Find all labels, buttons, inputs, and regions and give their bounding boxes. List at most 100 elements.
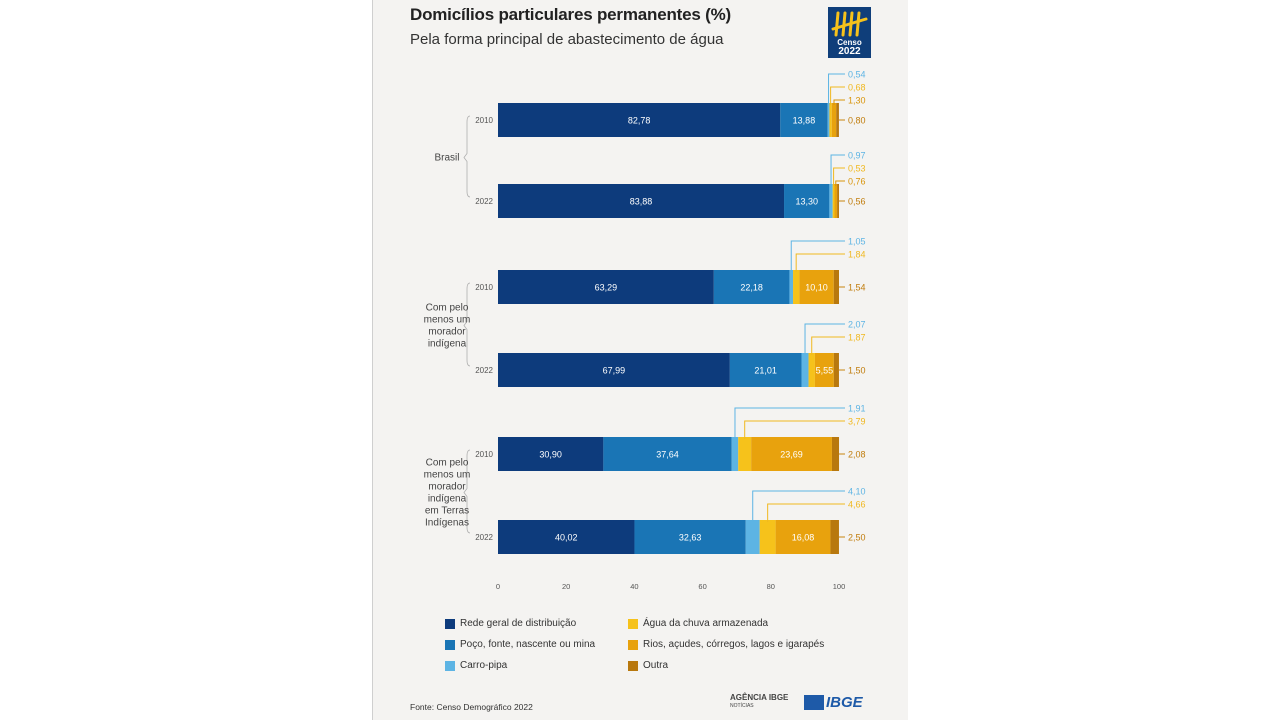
bar-value-label: 0,76 xyxy=(848,177,866,187)
bar-value-label: 0,54 xyxy=(848,70,866,80)
bar-segment xyxy=(498,437,604,471)
bar-value-label: 10,10 xyxy=(805,283,828,293)
source-note: Fonte: Censo Demográfico 2022 xyxy=(410,702,533,712)
bar-value-label: 21,01 xyxy=(754,366,777,376)
bar-segment xyxy=(498,353,730,387)
legend-swatch-rios xyxy=(628,639,638,650)
bar-value-label: 1,91 xyxy=(848,404,866,414)
bar-value-label: 1,84 xyxy=(848,250,866,260)
callout-line xyxy=(767,503,845,522)
bar-segment xyxy=(713,270,790,304)
x-tick-label: 80 xyxy=(767,582,775,591)
censo-logo: Censo 2022 xyxy=(828,7,871,58)
row-year-label: 2022 xyxy=(475,197,493,206)
bar-value-label: 63,29 xyxy=(595,283,618,293)
bar-value-label: 83,88 xyxy=(630,197,653,207)
callout-line xyxy=(830,154,845,186)
legend-item-poco: Poço, fonte, nascente ou mina xyxy=(445,639,595,650)
bar-segment xyxy=(729,353,802,387)
legend-swatch-poco xyxy=(445,639,455,650)
bar-segment xyxy=(498,103,781,137)
callout-line xyxy=(828,73,845,105)
legend-label-carro-pipa: Carro-pipa xyxy=(460,660,508,671)
bar-segment xyxy=(829,103,832,137)
bar-segment xyxy=(814,353,834,387)
bar-value-label: 5,55 xyxy=(816,366,834,376)
bar-segment xyxy=(789,270,794,304)
legend-label-rios: Rios, açudes, córregos, lagos e igarapés xyxy=(643,639,825,650)
bar-segment xyxy=(808,353,815,387)
legend-item-outra: Outra xyxy=(628,660,668,671)
agencia-logo-sub: NOTÍCIAS xyxy=(730,703,754,709)
row-year-label: 2022 xyxy=(475,533,493,542)
legend-swatch-carro-pipa xyxy=(445,660,455,671)
legend-label-outra: Outra xyxy=(643,660,669,671)
ibge-logo: IBGE xyxy=(804,694,863,711)
bar-value-label: 30,90 xyxy=(539,450,562,460)
bar-segment xyxy=(834,184,838,218)
group-bracket xyxy=(463,115,471,198)
bar-segment xyxy=(745,520,760,554)
bar-value-label: 40,02 xyxy=(555,533,578,543)
callout-line xyxy=(752,490,845,522)
censo-word: Censo xyxy=(837,38,862,47)
legend-item-carro-pipa: Carro-pipa xyxy=(445,660,507,671)
group-label: em Terras xyxy=(425,506,469,517)
legend-label-rede: Rede geral de distribuição xyxy=(460,618,577,629)
bar-value-label: 0,53 xyxy=(848,164,866,174)
bar-segment xyxy=(799,270,834,304)
chart-subtitle: Pela forma principal de abastecimento de… xyxy=(410,31,724,48)
callout-line xyxy=(790,240,845,272)
bar-value-label: 32,63 xyxy=(679,533,702,543)
bar-value-label: 13,30 xyxy=(795,197,818,207)
callout-line xyxy=(734,407,845,439)
group-label: morador xyxy=(428,327,466,338)
row-year-label: 2010 xyxy=(475,283,493,292)
bar-segment xyxy=(780,103,828,137)
group-label: menos um xyxy=(424,470,471,481)
legend-label-poco: Poço, fonte, nascente ou mina xyxy=(460,639,596,650)
legend-item-rede: Rede geral de distribuição xyxy=(445,618,576,629)
bar-segment xyxy=(831,103,837,137)
callout-line xyxy=(744,420,845,439)
row-year-label: 2010 xyxy=(475,116,493,125)
bar-value-label: 4,10 xyxy=(848,487,866,497)
bar-value-label: 23,69 xyxy=(780,450,803,460)
row-year-label: 2010 xyxy=(475,450,493,459)
callout-line xyxy=(795,253,845,272)
group-bracket xyxy=(463,282,471,367)
group-bracket xyxy=(463,449,471,534)
bar-value-label: 1,87 xyxy=(848,333,866,343)
legend-item-agua-chuva: Água da chuva armazenada xyxy=(628,618,768,629)
group-label: menos um xyxy=(424,315,471,326)
group-label: Com pelo xyxy=(426,458,469,469)
legend-swatch-rede xyxy=(445,618,455,629)
group-label: morador xyxy=(428,482,466,493)
censo-year: 2022 xyxy=(838,46,861,57)
bar-value-label: 0,56 xyxy=(848,197,866,207)
chart-title: Domicílios particulares permanentes (%) xyxy=(410,5,731,24)
bar-value-label: 1,05 xyxy=(848,237,866,247)
bar-segment xyxy=(832,184,835,218)
agencia-ibge-logo: AGÊNCIA IBGE NOTÍCIAS xyxy=(730,694,788,710)
bar-value-label: 67,99 xyxy=(603,366,626,376)
group-label: indígena xyxy=(428,339,467,350)
bar-value-label: 37,64 xyxy=(656,450,679,460)
bar-segment xyxy=(784,184,830,218)
bar-segment xyxy=(829,184,833,218)
row-year-label: 2022 xyxy=(475,366,493,375)
bar-value-label: 22,18 xyxy=(740,283,763,293)
callout-line xyxy=(835,180,845,186)
bar-segment xyxy=(775,520,831,554)
bar-segment xyxy=(833,353,839,387)
bar-value-label: 2,50 xyxy=(848,533,866,543)
ibge-logo-text: IBGE xyxy=(826,694,863,711)
callout-line xyxy=(833,99,845,105)
callout-line xyxy=(830,86,845,105)
bar-segment xyxy=(738,437,752,471)
bar-segment xyxy=(498,270,714,304)
x-tick-label: 20 xyxy=(562,582,570,591)
group-label: Indígenas xyxy=(425,518,469,529)
x-tick-label: 100 xyxy=(833,582,846,591)
